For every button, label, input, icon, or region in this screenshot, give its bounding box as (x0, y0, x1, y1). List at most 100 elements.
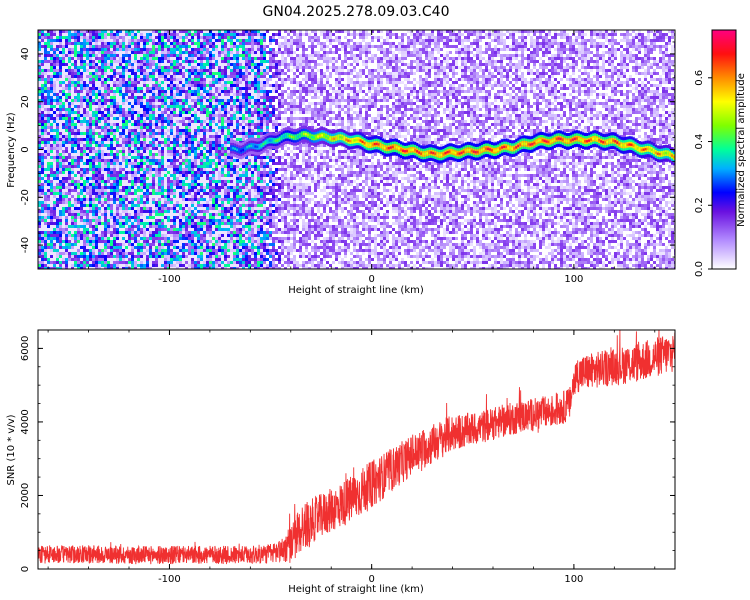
heatmap-cell (83, 57, 86, 60)
heatmap-cell (86, 63, 89, 66)
heatmap-cell (110, 186, 113, 189)
heatmap-cell (95, 189, 98, 192)
heatmap-cell (185, 99, 188, 102)
heatmap-cell (197, 249, 200, 252)
heatmap-cell (128, 84, 131, 87)
heatmap-cell (59, 186, 62, 189)
heatmap-cell (218, 135, 221, 138)
heatmap-cell (56, 246, 59, 249)
heatmap-cell (98, 69, 101, 72)
heatmap-cell (62, 261, 65, 264)
heatmap-cell (146, 39, 149, 42)
heatmap-cell (140, 183, 143, 186)
heatmap-cell (107, 258, 110, 261)
heatmap-cell (185, 42, 188, 45)
heatmap-cell (122, 87, 125, 90)
heatmap-cell (137, 54, 140, 57)
heatmap-cell (206, 51, 209, 54)
heatmap-cell (119, 120, 122, 123)
heatmap-cell (182, 84, 185, 87)
heatmap-cell (77, 51, 80, 54)
heatmap-cell (185, 72, 188, 75)
heatmap-cell (59, 153, 62, 156)
heatmap-cell (167, 129, 170, 132)
heatmap-cell (119, 75, 122, 78)
heatmap-cell (152, 120, 155, 123)
heatmap-cell (137, 150, 140, 153)
heatmap-cell (170, 147, 173, 150)
heatmap-cell (131, 246, 134, 249)
heatmap-cell (194, 60, 197, 63)
heatmap-cell (74, 57, 77, 60)
heatmap-cell (83, 156, 86, 159)
heatmap-cell (92, 249, 95, 252)
heatmap-cell (89, 105, 92, 108)
heatmap-cell (191, 219, 194, 222)
heatmap-cell (131, 234, 134, 237)
heatmap-cell (119, 231, 122, 234)
heatmap-cell (212, 261, 215, 264)
heatmap-cell (155, 234, 158, 237)
heatmap-cell (119, 105, 122, 108)
heatmap-cell (194, 132, 197, 135)
heatmap-cell (110, 195, 113, 198)
heatmap-cell (149, 243, 152, 246)
heatmap-cell (173, 216, 176, 219)
heatmap-cell (182, 186, 185, 189)
heatmap-cell (86, 183, 89, 186)
heatmap-cell (140, 177, 143, 180)
heatmap-cell (77, 243, 80, 246)
heatmap-cell (185, 186, 188, 189)
heatmap-cell (182, 63, 185, 66)
heatmap-cell (137, 168, 140, 171)
heatmap-cell (206, 228, 209, 231)
heatmap-cell (71, 123, 74, 126)
heatmap-cell (179, 153, 182, 156)
heatmap-cell (89, 159, 92, 162)
heatmap-cell (206, 189, 209, 192)
heatmap-cell (149, 60, 152, 63)
heatmap-cell (71, 225, 74, 228)
heatmap-cell (86, 216, 89, 219)
heatmap-cell (149, 192, 152, 195)
heatmap-cell (101, 234, 104, 237)
heatmap-cell (179, 117, 182, 120)
heatmap-cell (164, 240, 167, 243)
heatmap-cell (119, 84, 122, 87)
heatmap-cell (203, 42, 206, 45)
heatmap-cell (62, 72, 65, 75)
heatmap-cell (143, 30, 146, 33)
heatmap-cell (197, 42, 200, 45)
heatmap-cell (83, 192, 86, 195)
heatmap-cell (155, 216, 158, 219)
heatmap-cell (80, 150, 83, 153)
heatmap-cell (140, 225, 143, 228)
heatmap-cell (212, 264, 215, 267)
heatmap-cell (146, 162, 149, 165)
heatmap-cell (197, 105, 200, 108)
heatmap-cell (47, 156, 50, 159)
heatmap-cell (50, 204, 53, 207)
heatmap-cell (101, 252, 104, 255)
heatmap-cell (47, 249, 50, 252)
heatmap-cell (74, 183, 77, 186)
heatmap-cell (209, 126, 212, 129)
heatmap-cell (89, 150, 92, 153)
heatmap-cell (170, 165, 173, 168)
heatmap-cell (95, 207, 98, 210)
heatmap-cell (191, 147, 194, 150)
heatmap-cell (206, 183, 209, 186)
heatmap-cell (185, 87, 188, 90)
heatmap-cell (209, 252, 212, 255)
heatmap-cell (200, 162, 203, 165)
heatmap-cell (218, 48, 221, 51)
heatmap-cell (158, 210, 161, 213)
heatmap-cell (71, 69, 74, 72)
heatmap-cell (113, 186, 116, 189)
heatmap-cell (65, 198, 68, 201)
heatmap-cell (206, 123, 209, 126)
heatmap-cell (128, 147, 131, 150)
heatmap-cell (206, 111, 209, 114)
heatmap-cell (203, 120, 206, 123)
heatmap-cell (209, 237, 212, 240)
